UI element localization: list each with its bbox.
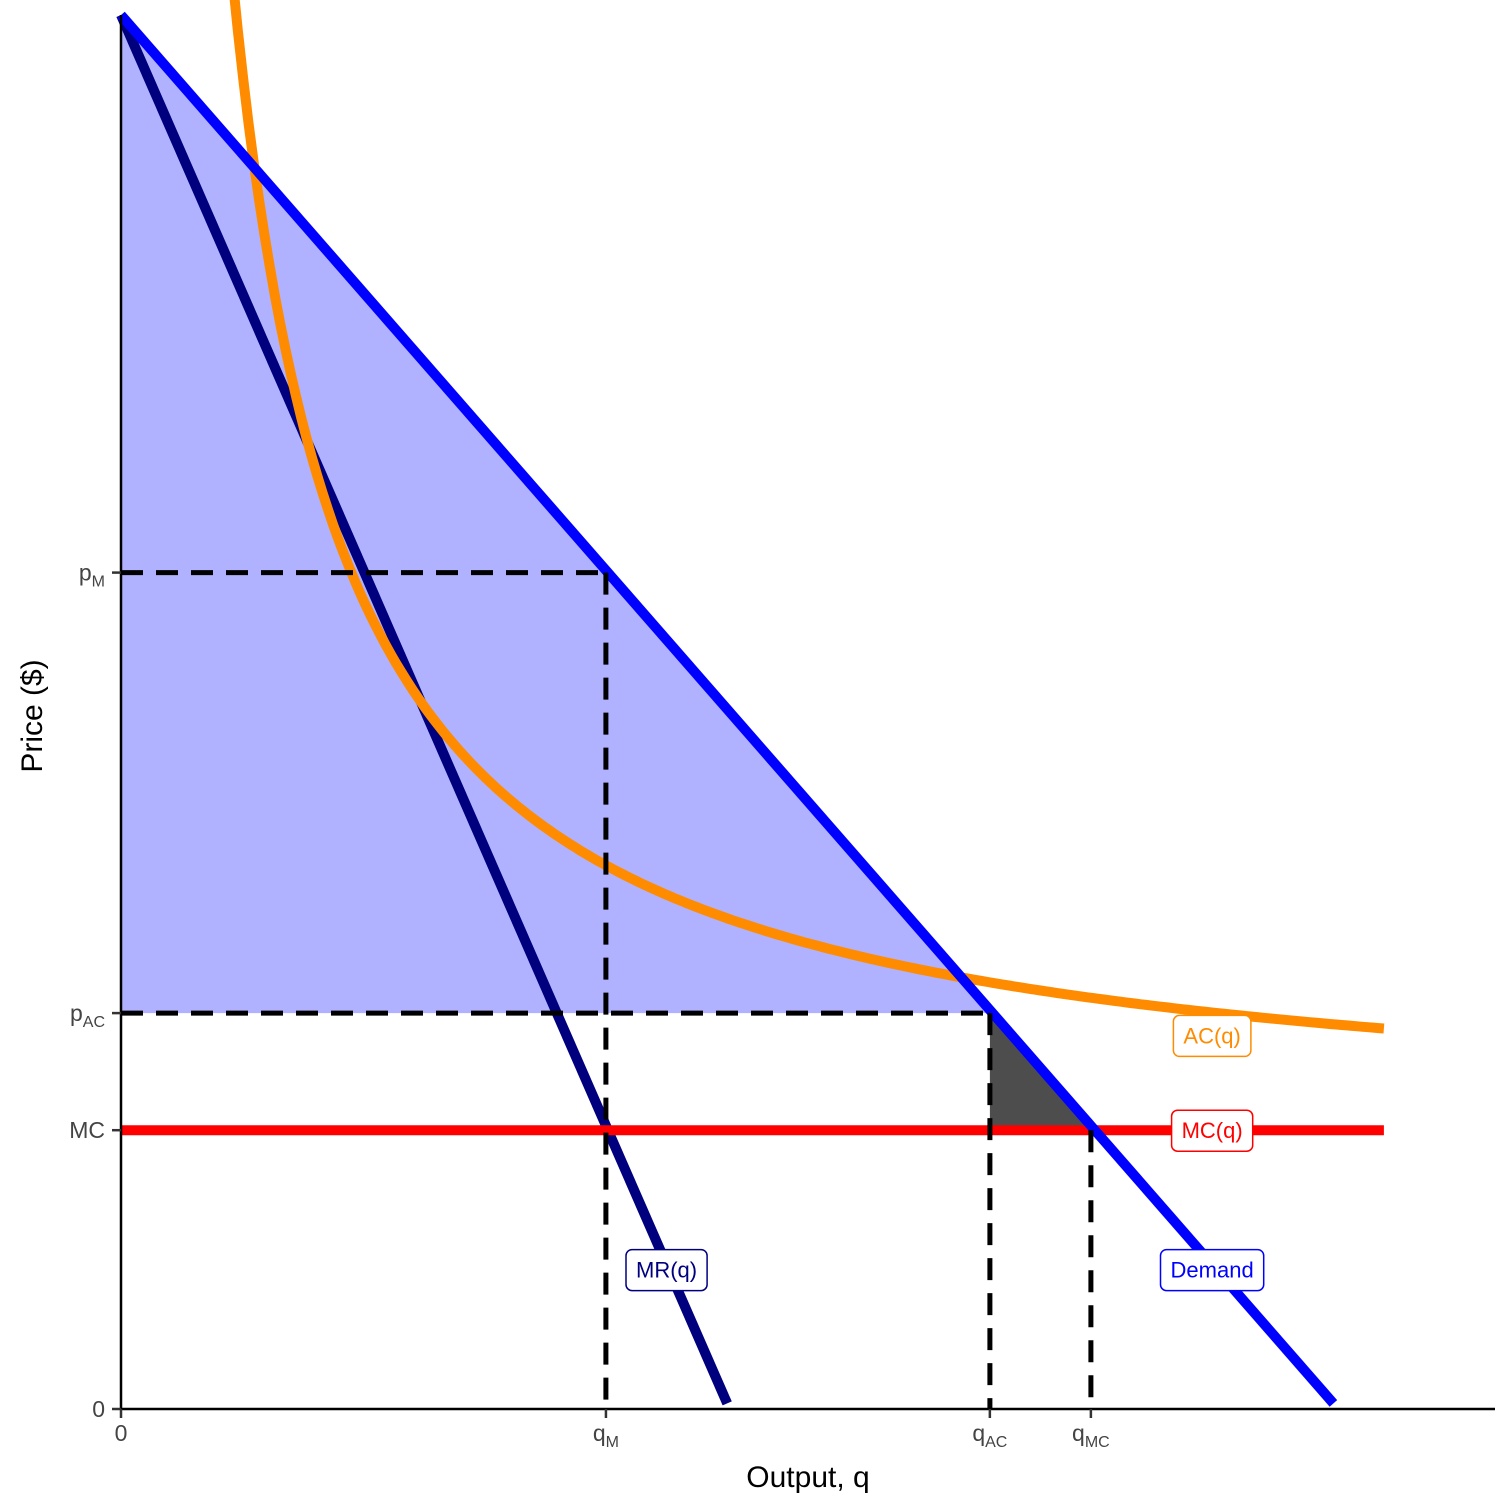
curve-label-text: AC(q) [1183,1023,1240,1048]
curve-label-mr-q: MR(q) [625,1248,708,1292]
reference-lines-top [121,570,1094,1409]
curve-label-text: MC(q) [1182,1118,1243,1143]
series-line-demand [117,11,1338,1407]
y-axis-title: Price ($) [16,659,49,772]
curve-label-box [1159,1248,1265,1292]
y-tick-label-pac: pAC [70,1000,105,1031]
x-axis-title: Output, q [746,1461,869,1494]
curve-label-text: Demand [1171,1258,1254,1283]
y-tick-label-0: 0 [92,1396,105,1422]
curve-label-box [1170,1109,1254,1152]
x-tick-label-qm: qM [593,1420,619,1451]
curve-label-box [1172,1014,1252,1058]
curve-label-ac-q: AC(q) [1172,1014,1252,1058]
curve-label-mc-q: MC(q) [1170,1109,1254,1152]
x-tick-label-qmc: qMC [1072,1420,1110,1451]
series-line-ac-q [229,0,1385,1034]
x-tick-label-0: 0 [115,1420,128,1446]
curve-labels: MR(q) Demand AC(q) MC(q) [625,1014,1265,1292]
curve-label-demand: Demand [1159,1248,1265,1292]
y-tick-label-pm: pM [79,560,105,591]
curve-label-text: MR(q) [636,1258,697,1283]
axes [119,15,1495,1411]
curve-label-box [625,1248,708,1292]
x-tick-label-qac: qAC [972,1420,1007,1451]
y-tick-label-mc: MC [69,1117,105,1143]
tick-labels: 0 qM qAC qMC 0 MC pAC pM [69,560,1110,1451]
